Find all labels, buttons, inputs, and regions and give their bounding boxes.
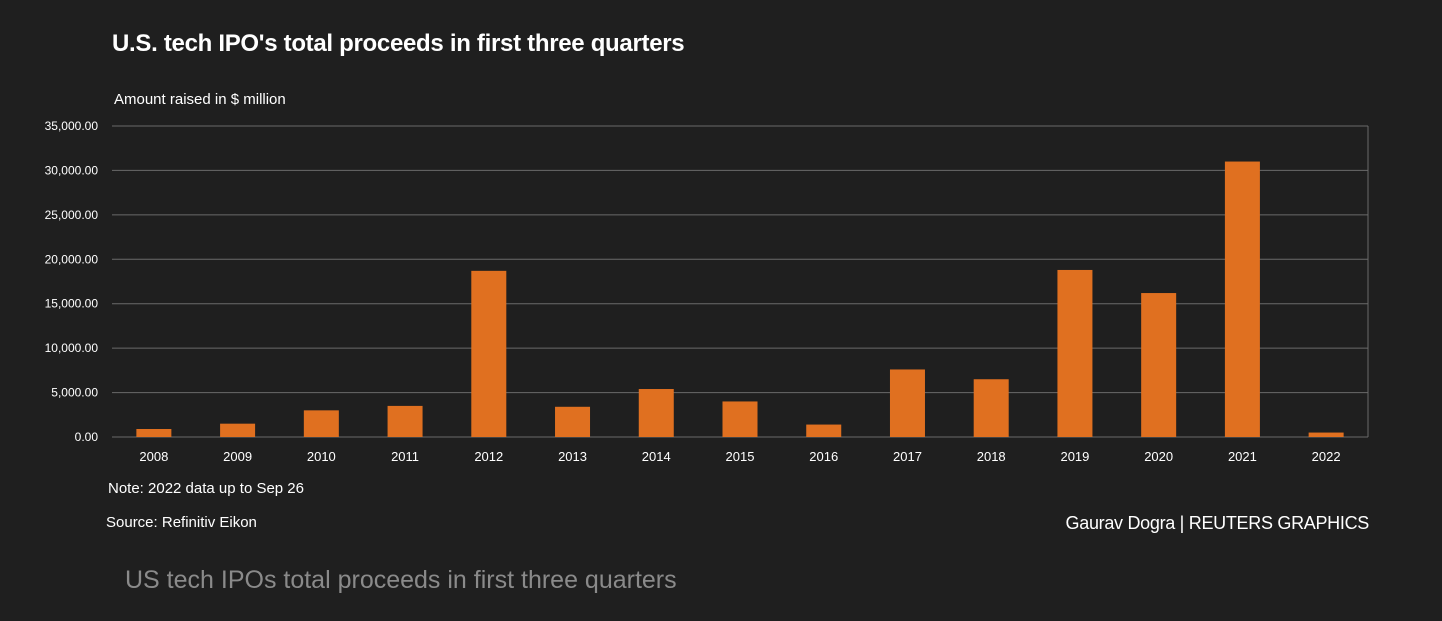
bar-2016	[806, 424, 842, 437]
chart-credit: Gaurav Dogra | REUTERS GRAPHICS	[1065, 513, 1370, 533]
x-tick-label: 2014	[642, 449, 671, 464]
bar-2018	[973, 379, 1009, 437]
bar-2008	[136, 429, 172, 437]
bar-2020	[1141, 293, 1177, 437]
chart-title: U.S. tech IPO's total proceeds in first …	[112, 30, 685, 57]
x-tick-label: 2013	[558, 449, 587, 464]
gridlines	[112, 125, 1369, 438]
y-axis-label: Amount raised in $ million	[114, 91, 286, 108]
x-tick-label: 2020	[1144, 449, 1173, 464]
bar-2019	[1057, 269, 1093, 437]
x-tick-label: 2011	[391, 449, 419, 464]
y-tick-label: 10,000.00	[45, 341, 99, 355]
y-axis-ticks: 0.00 5,000.00 10,000.00 15,000.00 20,000.00 2…	[45, 119, 99, 444]
x-tick-label: 2017	[893, 449, 922, 464]
y-tick-label: 25,000.00	[45, 208, 99, 222]
chart-source: Source: Refinitiv Eikon	[106, 514, 257, 531]
x-tick-label: 2009	[223, 449, 252, 464]
x-tick-label: 2012	[474, 449, 503, 464]
y-tick-label: 30,000.00	[45, 163, 99, 177]
bar-2009	[220, 423, 256, 437]
x-tick-label: 2008	[139, 449, 168, 464]
bar-2013	[555, 406, 591, 437]
x-tick-label: 2015	[726, 449, 755, 464]
y-tick-label: 20,000.00	[45, 252, 99, 266]
x-axis-ticks: 2008 2009 2010 2011 2012 2013 2014 2015 2016 2017…	[139, 449, 1340, 464]
bar-2014	[638, 389, 674, 437]
bars	[136, 161, 1344, 438]
bar-2010	[303, 410, 339, 437]
bar-2012	[471, 270, 507, 437]
x-tick-label: 2010	[307, 449, 336, 464]
y-tick-label: 35,000.00	[45, 119, 99, 133]
x-tick-label: 2018	[977, 449, 1006, 464]
chart-note: Note: 2022 data up to Sep 26	[108, 480, 304, 497]
image-caption: US tech IPOs total proceeds in first thr…	[125, 566, 677, 594]
y-tick-label: 0.00	[75, 430, 99, 444]
bar-2017	[889, 369, 925, 437]
bar-2021	[1224, 161, 1260, 438]
x-tick-label: 2022	[1312, 449, 1341, 464]
x-tick-label: 2016	[809, 449, 838, 464]
bar-2015	[722, 401, 758, 437]
y-tick-label: 15,000.00	[45, 297, 99, 311]
bar-2011	[387, 405, 423, 437]
x-tick-label: 2021	[1228, 449, 1257, 464]
bar-chart: Amount raised in $ million 0.00 5,000.00 1…	[45, 91, 1369, 464]
x-tick-label: 2019	[1060, 449, 1089, 464]
y-tick-label: 5,000.00	[51, 386, 98, 400]
bar-2022	[1308, 432, 1344, 437]
